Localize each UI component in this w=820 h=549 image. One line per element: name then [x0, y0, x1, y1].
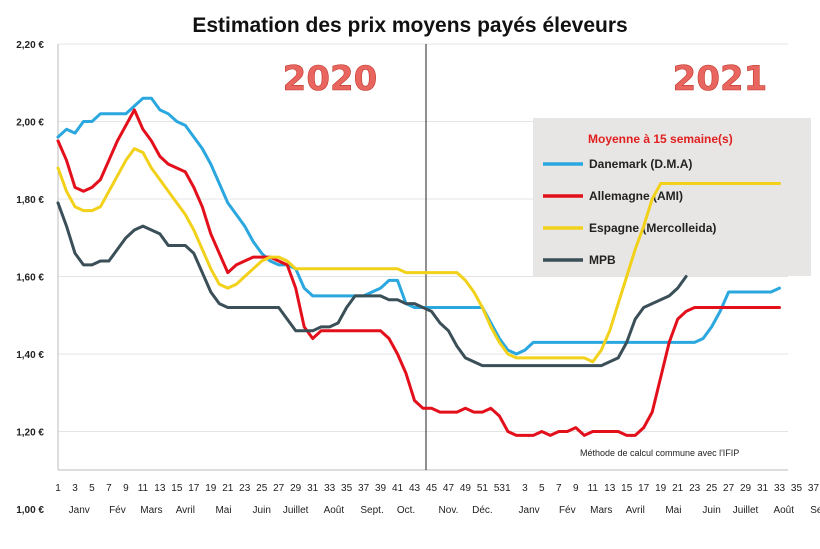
chart-title: Estimation des prix moyens payés éleveur…: [192, 14, 627, 37]
legend: Danemark (D.M.A) Allemagne (AMI) Espagne (…: [543, 157, 716, 267]
x-tick-label: 5: [539, 483, 545, 494]
year-label-2021: 2021: [673, 59, 768, 99]
series-line-2: [56, 147, 781, 364]
x-tick-label: 23: [689, 483, 701, 494]
y-tick-label: 1,20 €: [16, 428, 44, 439]
x-tick-label: 35: [791, 483, 803, 494]
x-month-label: Nov.: [439, 505, 459, 516]
x-tick-label: 31: [307, 483, 319, 494]
x-tick-label: 43: [409, 483, 421, 494]
y-tick-label: 2,20 €: [16, 40, 44, 51]
x-tick-label: 41: [392, 483, 404, 494]
legend-label: Espagne (Mercolleida): [589, 221, 716, 235]
x-tick-label: 45: [426, 483, 438, 494]
x-tick-label: 27: [273, 483, 285, 494]
x-tick-label: 13: [604, 483, 616, 494]
x-month-label: Oct.: [397, 505, 415, 516]
y-axis: 1,00 € 1,20 € 1,40 € 1,60 € 1,80 € 2,00 € 2,20…: [16, 40, 44, 516]
x-tick-label: 15: [171, 483, 183, 494]
x-tick-label: 39: [375, 483, 387, 494]
y-tick-label: 1,40 €: [16, 350, 44, 361]
legend-label: MPB: [589, 253, 616, 267]
x-tick-label: 13: [154, 483, 166, 494]
x-tick-label: 35: [341, 483, 353, 494]
x-month-label: Mai: [665, 505, 681, 516]
x-tick-label: 5: [89, 483, 95, 494]
x-tick-label: 15: [621, 483, 633, 494]
x-tick-label: 53: [494, 483, 506, 494]
gridlines: [57, 43, 788, 471]
x-month-label: Juillet: [733, 505, 759, 516]
x-tick-label: 37: [808, 483, 820, 494]
x-tick-label: 11: [588, 483, 599, 494]
x-tick-label: 1: [55, 483, 61, 494]
series-line-0: [56, 96, 781, 356]
x-tick-label: 33: [324, 483, 336, 494]
x-tick-label: 1: [505, 483, 511, 494]
x-month-label: Déc.: [472, 505, 493, 516]
x-month-label: Janv: [519, 505, 540, 516]
x-month-label: Juin: [702, 505, 720, 516]
x-tick-label: 9: [123, 483, 129, 494]
x-tick-label: 29: [290, 483, 302, 494]
x-tick-label: 7: [556, 483, 562, 494]
legend-label: Danemark (D.M.A): [589, 157, 692, 171]
legend-title: Moyenne à 15 semaine(s): [588, 132, 733, 146]
x-tick-label: 31: [757, 483, 769, 494]
series-line-3: [56, 201, 688, 368]
method-note: Méthode de calcul commune avec l'IFIP: [580, 448, 739, 458]
x-tick-label: 33: [774, 483, 786, 494]
legend-label: Allemagne (AMI): [589, 189, 683, 203]
x-month-label: Mars: [590, 505, 612, 516]
x-tick-label: 3: [522, 483, 528, 494]
x-tick-label: 25: [256, 483, 268, 494]
x-tick-label: 19: [655, 483, 667, 494]
x-tick-label: 51: [477, 483, 489, 494]
x-tick-label: 47: [443, 483, 455, 494]
x-month-label: Fév: [559, 505, 576, 516]
x-month-label: Août: [773, 505, 794, 516]
x-tick-label: 7: [106, 483, 112, 494]
x-tick-label: 23: [239, 483, 251, 494]
x-tick-label: 17: [638, 483, 650, 494]
x-month-label: Juin: [253, 505, 271, 516]
year-label-2020: 2020: [283, 59, 378, 99]
x-month-label: Août: [324, 505, 345, 516]
x-tick-label: 21: [222, 483, 234, 494]
series-group: [56, 96, 781, 437]
x-month-label: Janv: [69, 505, 90, 516]
x-axis: 1 3 5 7 9 11 13 15 17 19 21 23 25 27 29 31 33 35 37 39 41 43 4…: [55, 483, 820, 516]
y-tick-label: 2,00 €: [16, 118, 44, 129]
x-month-label: Mars: [140, 505, 162, 516]
x-tick-label: 27: [723, 483, 735, 494]
x-tick-label: 37: [358, 483, 370, 494]
x-tick-label: 49: [460, 483, 472, 494]
x-month-label: Avril: [626, 505, 645, 516]
y-tick-label: 1,80 €: [16, 195, 44, 206]
x-month-label: Avril: [176, 505, 195, 516]
x-month-label: Fév: [109, 505, 126, 516]
y-tick-label: 1,60 €: [16, 273, 44, 284]
x-tick-label: 21: [672, 483, 684, 494]
x-tick-label: 29: [740, 483, 752, 494]
x-tick-label: 17: [188, 483, 200, 494]
x-month-label: Juillet: [283, 505, 309, 516]
x-tick-label: 25: [706, 483, 718, 494]
x-tick-label: 11: [138, 483, 149, 494]
x-tick-label: 19: [205, 483, 217, 494]
x-month-label: Mai: [215, 505, 231, 516]
x-month-label: Sept.: [360, 505, 383, 516]
y-tick-label: 1,00 €: [16, 505, 44, 516]
x-tick-label: 9: [573, 483, 579, 494]
series-line-1: [56, 108, 781, 437]
x-month-label: Sept.: [810, 505, 820, 516]
x-tick-label: 3: [72, 483, 78, 494]
